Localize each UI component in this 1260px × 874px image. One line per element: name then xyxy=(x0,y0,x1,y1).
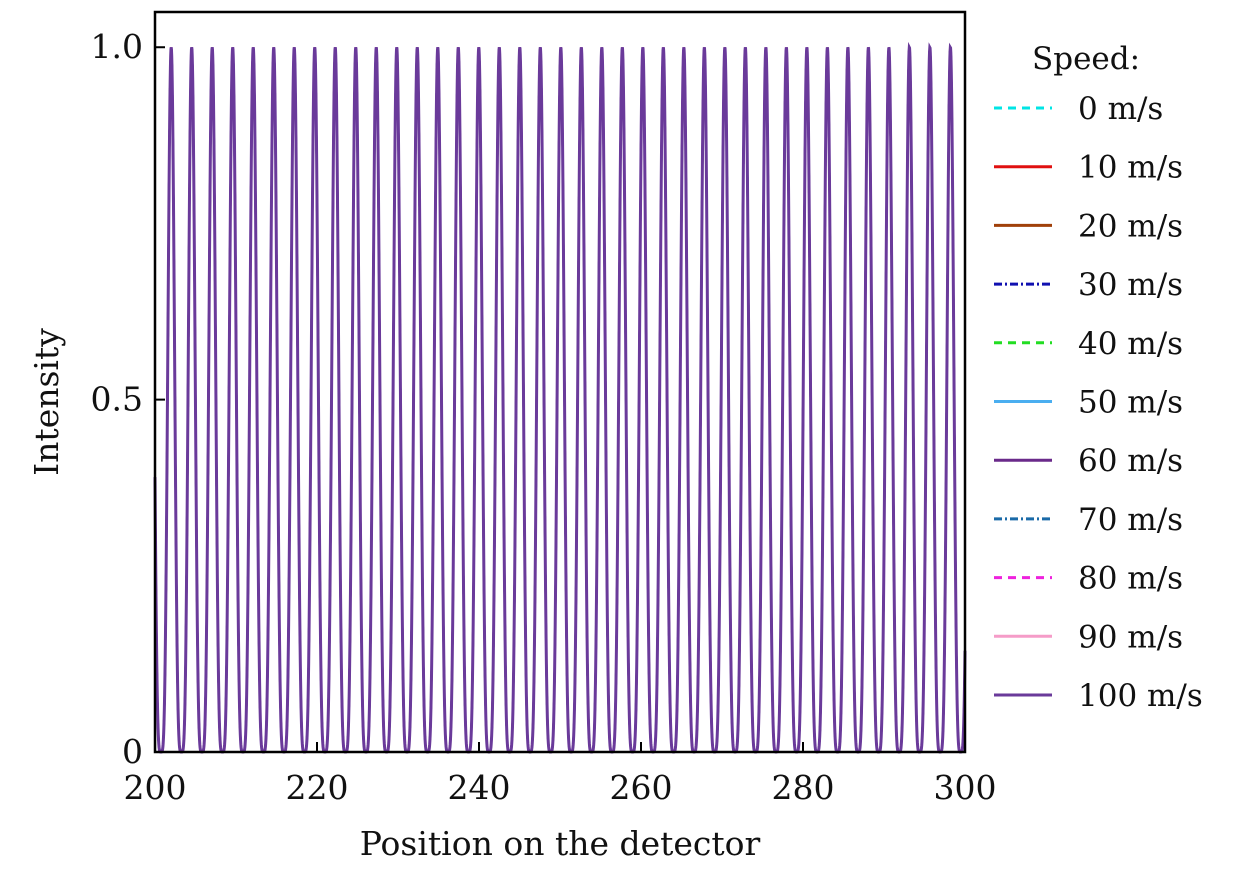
series-line-100-m-s xyxy=(153,41,967,754)
x-tick-label: 200 xyxy=(124,768,187,807)
legend-label: 20 m/s xyxy=(1078,208,1183,244)
legend-label: 30 m/s xyxy=(1078,267,1183,303)
y-tick-label: 1.0 xyxy=(91,27,143,66)
legend: Speed: 0 m/s 10 m/s 20 m/s 30 m/s 40 m/s 50 m… xyxy=(994,41,1203,714)
ticks-layer: 200 220 240 260 280 300 0 0.5 1.0 xyxy=(91,27,997,807)
series-layer xyxy=(153,41,967,754)
legend-title: Speed: xyxy=(1032,41,1140,77)
x-tick-label: 220 xyxy=(286,768,349,807)
plot-frame xyxy=(153,10,967,754)
legend-label: 0 m/s xyxy=(1078,91,1163,127)
legend-label: 10 m/s xyxy=(1078,150,1183,186)
legend-label: 90 m/s xyxy=(1078,619,1183,655)
y-tick-label: 0.5 xyxy=(91,380,143,419)
legend-label: 100 m/s xyxy=(1078,678,1203,714)
x-tick-label: 260 xyxy=(610,768,673,807)
legend-label: 50 m/s xyxy=(1078,385,1183,421)
legend-label: 60 m/s xyxy=(1078,443,1183,479)
x-tick-label: 240 xyxy=(448,768,511,807)
y-axis-label: Intensity xyxy=(27,328,66,476)
y-tick-label: 0 xyxy=(122,732,143,771)
legend-label: 70 m/s xyxy=(1078,502,1183,538)
x-tick-label: 280 xyxy=(772,768,835,807)
legend-items: 0 m/s 10 m/s 20 m/s 30 m/s 40 m/s 50 m/s 60 m/… xyxy=(994,91,1203,714)
x-tick-label: 300 xyxy=(934,768,997,807)
x-axis-label: Position on the detector xyxy=(360,824,761,863)
legend-label: 80 m/s xyxy=(1078,561,1183,597)
legend-label: 40 m/s xyxy=(1078,326,1183,362)
